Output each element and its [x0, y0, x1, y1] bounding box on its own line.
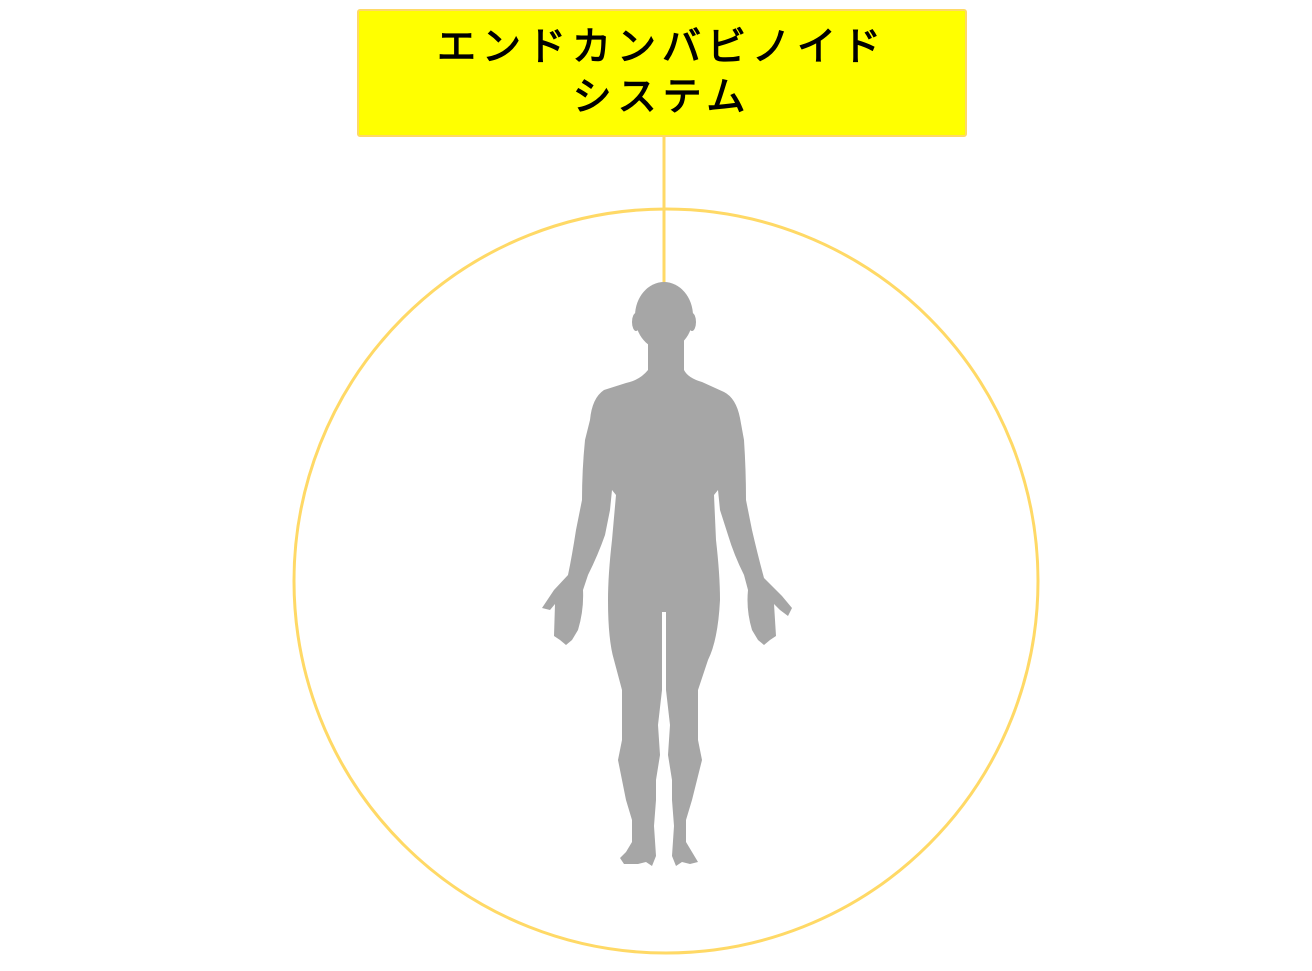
body-circle: [292, 207, 1040, 955]
human-body-silhouette-icon: [542, 282, 792, 866]
title-box: エンドカンバビノイド システム: [357, 9, 967, 137]
title-line-2: システム: [572, 75, 752, 120]
title-line-1: エンドカンバビノイド: [436, 25, 887, 70]
